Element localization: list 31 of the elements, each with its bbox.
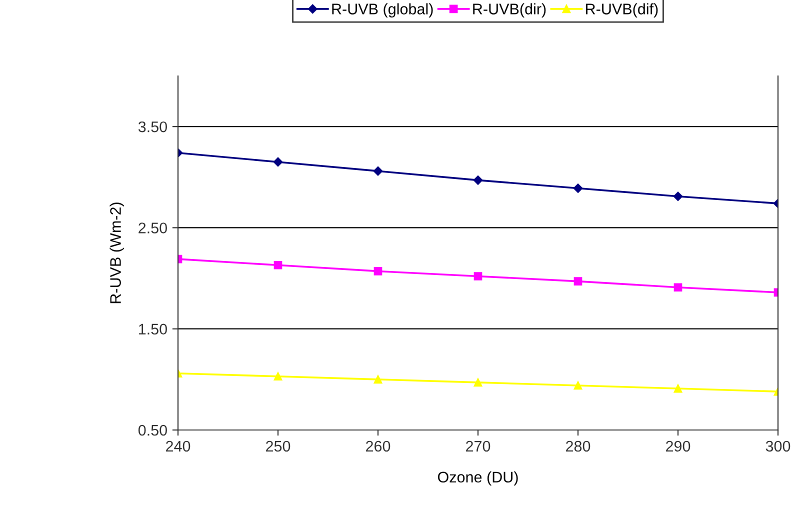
y-tick-label: 2.50: [138, 222, 167, 234]
point: [373, 166, 383, 176]
x-tick-label: 260: [366, 440, 390, 452]
point: [274, 260, 282, 270]
x-tick-label: 240: [166, 440, 190, 452]
point: [474, 272, 482, 280]
point: [573, 184, 583, 193]
x-tick-label: 270: [466, 440, 490, 452]
point: [374, 267, 382, 276]
legend-label: R-UVB(dir): [473, 3, 546, 18]
x-tick-label: 300: [766, 440, 790, 452]
point: [473, 176, 483, 185]
legend-label: R-UVB (global): [332, 3, 433, 18]
point: [674, 283, 682, 292]
point: [674, 384, 682, 393]
x-tick-label: 250: [266, 440, 290, 452]
point: [574, 381, 582, 390]
x-tick-label: 290: [666, 440, 690, 452]
legend-label: R-UVB(dif): [586, 3, 658, 18]
y-axis-title: R-UVB (Wm-2): [110, 202, 124, 304]
point: [673, 192, 683, 201]
y-tick-label: 0.50: [138, 424, 167, 436]
x-tick-label: 280: [566, 440, 590, 452]
x-axis-title: Ozone (DU): [438, 471, 518, 486]
point: [374, 375, 382, 384]
point: [274, 372, 282, 381]
y-tick-label: 1.50: [139, 324, 167, 335]
point: [474, 378, 482, 387]
y-tick-label: 3.50: [138, 121, 167, 132]
point: [574, 277, 582, 286]
point: [273, 157, 283, 167]
